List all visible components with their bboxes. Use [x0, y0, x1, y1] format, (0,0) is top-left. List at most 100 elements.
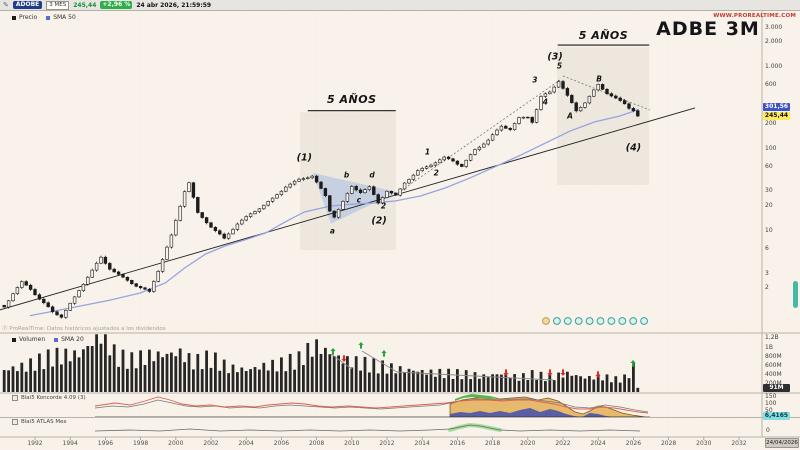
price-axis-label: 30: [765, 187, 773, 194]
dividend-marker-icon: [585, 317, 594, 325]
time-axis-year: 1996: [97, 440, 114, 447]
volume-axis-label: 600M: [765, 362, 782, 369]
time-axis-year: 2010: [344, 440, 360, 447]
time-axis-year: 2012: [379, 440, 395, 447]
price-axis-label: 6: [765, 245, 769, 252]
time-axis-year: 2032: [731, 440, 747, 447]
time-axis-year: 2008: [308, 440, 325, 447]
price-axis-label: 60: [765, 163, 773, 170]
elliott-wave-label: (4): [625, 142, 642, 154]
last-price-badge: 245,44: [763, 112, 790, 120]
dividend-marker-icon: [542, 317, 550, 325]
time-axis-year: 2004: [238, 440, 254, 447]
pencil-icon[interactable]: ✎: [3, 0, 9, 9]
volume-legend[interactable]: Volumen SMA 20: [12, 336, 84, 343]
time-axis-year: 2002: [203, 440, 219, 447]
elliott-subwave-label: 3: [532, 75, 538, 85]
koncorde-axis-label: 150: [765, 393, 777, 400]
volume-axis-label: 200M: [765, 380, 782, 387]
koncorde-checkbox[interactable]: [12, 395, 18, 401]
elliott-wave-label: (1): [296, 152, 312, 164]
time-axis-year: 2018: [484, 440, 501, 447]
elliott-subwave-label: a: [329, 226, 335, 236]
elliott-subwave-label: 1: [424, 147, 431, 157]
volume-sma-swatch: [54, 337, 59, 342]
atlas-checkbox[interactable]: [12, 419, 18, 425]
time-axis-year: 2028: [660, 440, 677, 447]
sma-legend-label: SMA 50: [53, 14, 76, 21]
dividend-marker-icon: [640, 317, 648, 325]
elliott-subwave-label: d: [369, 170, 375, 180]
price-legend[interactable]: Precio SMA 50: [12, 14, 76, 21]
price-axis-label: 10: [765, 227, 773, 234]
koncorde-axis-label: 100: [765, 400, 777, 407]
elliott-subwave-label: B: [596, 74, 602, 84]
price-axis-label: 200: [765, 120, 777, 127]
time-axis-year: 2024: [590, 440, 606, 447]
prt-logo-icon: ⓟ: [2, 326, 8, 332]
price-axis-label: 600: [765, 81, 777, 88]
dividend-marker-icon: [553, 317, 561, 325]
vertical-scroll-thumb[interactable]: [793, 281, 798, 308]
time-axis-year: 2016: [449, 440, 466, 447]
atlas-zero-label: 0: [766, 427, 770, 434]
dividend-marker-icon: [574, 317, 583, 325]
price-axis-label: 2: [765, 284, 769, 291]
cursor-date-badge: 24/04/2026: [765, 438, 799, 448]
timeframe-selector[interactable]: 3 MES: [46, 0, 70, 10]
volume-legend-label: Volumen: [19, 336, 46, 343]
chart-toolbar: ✎ ADOBE 3 MES 245,44 +2,96 % 24 abr 2026…: [0, 0, 800, 11]
title-timeframe: 3M: [725, 18, 760, 40]
atlas-legend[interactable]: Blai5 ATLAS Mex: [12, 419, 67, 425]
time-axis-year: 2020: [520, 440, 536, 447]
elliott-subwave-label: 5: [556, 61, 563, 71]
cycle-title-5-anos: 5 AÑOS: [327, 92, 377, 106]
price-axis-label: 1.000: [765, 63, 783, 70]
cycle-title-5-anos: 5 AÑOS: [578, 29, 629, 43]
dividends-footnote: ⓟ ProRealTime: Datos históricos ajustado…: [2, 326, 166, 332]
elliott-subwave-label: A: [567, 111, 573, 121]
price-axis-label: 3.000: [765, 24, 783, 31]
time-axis-year: 2026: [625, 440, 642, 447]
elliott-subwave-label: 2: [433, 168, 439, 178]
volume-axis-label: 400M: [765, 371, 782, 378]
time-axis-year: 2030: [696, 440, 712, 447]
price-axis-label: 20: [765, 202, 773, 209]
elliott-subwave-label: 2: [380, 201, 387, 211]
change-badge: +2,96 %: [100, 1, 133, 9]
volume-sma-label: SMA 20: [61, 336, 84, 343]
prorealtime-watermark: WWW.PROREALTIME.COM: [713, 13, 796, 19]
dividend-marker-icon: [629, 317, 638, 325]
sma-price-badge: 301,56: [763, 103, 790, 111]
dividend-marker-icon: [596, 317, 605, 325]
sma-legend-swatch: [46, 15, 51, 20]
volume-axis-label: 1B: [765, 344, 773, 351]
time-axis-year: 1992: [27, 440, 43, 447]
time-axis-year: 2000: [168, 440, 184, 447]
dividend-marker-icon: [618, 317, 627, 325]
time-axis-year: 2014: [414, 440, 430, 447]
symbol-badge[interactable]: ADOBE: [12, 1, 43, 9]
elliott-wave-label: (3): [547, 51, 563, 63]
volume-axis-label: 1,2B: [765, 334, 779, 341]
elliott-subwave-label: c: [356, 195, 362, 205]
elliott-subwave-label: b: [343, 170, 350, 180]
price-legend-swatch: [12, 15, 16, 20]
volume-badge: 91M: [763, 384, 790, 392]
koncorde-legend[interactable]: Blai5 Koncorde 4.09 (3): [12, 395, 86, 401]
time-axis-year: 1994: [62, 440, 78, 447]
title-symbol: ADBE: [656, 18, 719, 40]
quote-datetime: 24 abr 2026, 21:59:59: [136, 1, 212, 9]
price-axis-label: 100: [765, 145, 777, 152]
price-legend-label: Precio: [19, 14, 38, 21]
elliott-wave-label: (2): [371, 215, 387, 227]
time-axis-year: 2006: [273, 440, 290, 447]
price-axis-label: 2.000: [765, 38, 783, 45]
dividend-marker-icon: [607, 317, 616, 325]
koncorde-badge: 6,4165: [763, 412, 790, 420]
volume-axis-label: 800M: [765, 353, 782, 360]
elliott-subwave-label: 4: [542, 97, 548, 107]
last-price: 245,44: [73, 1, 97, 9]
